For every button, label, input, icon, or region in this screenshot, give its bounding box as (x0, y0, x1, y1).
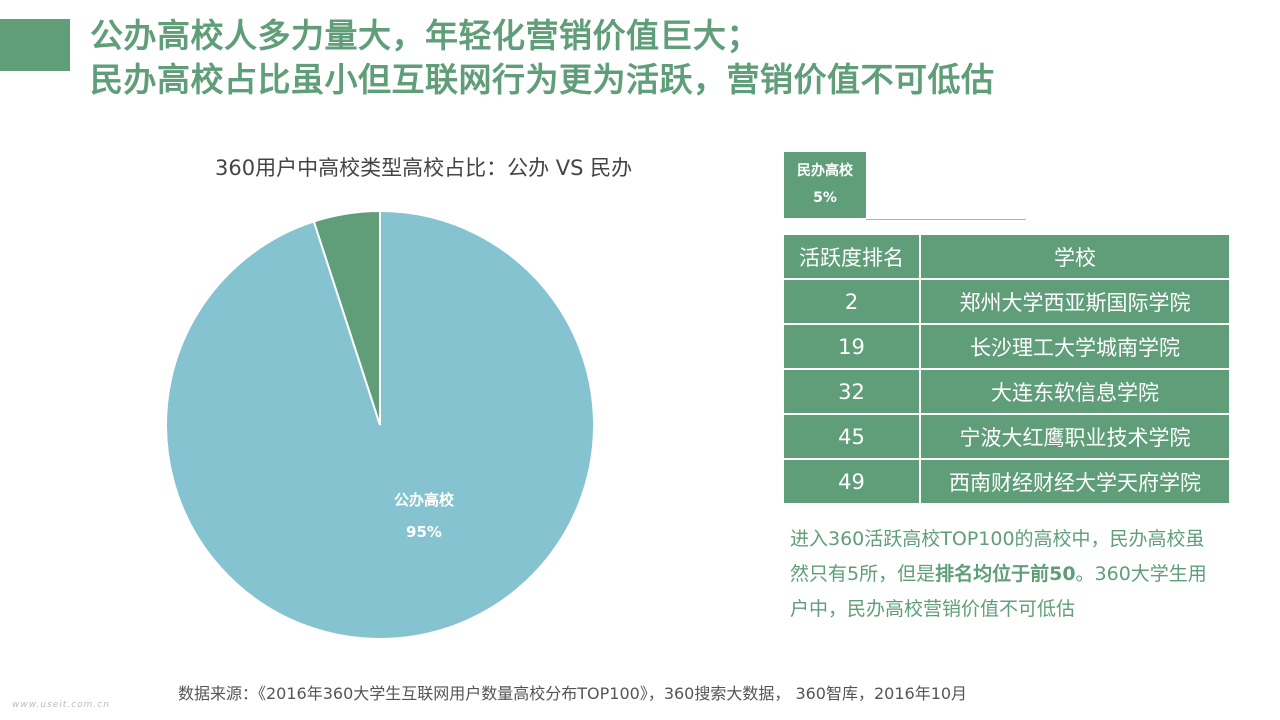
pie-label-name: 公办高校 (394, 491, 455, 509)
title-accent-bar (0, 19, 70, 71)
header-school: 学校 (919, 233, 1231, 280)
private-callout-name: 民办高校 (797, 163, 853, 179)
rank-cell: 45 (782, 413, 921, 460)
data-source: 数据来源：《2016年360大学生互联网用户数量高校分布TOP100》，360搜… (178, 684, 968, 703)
note-text-2: 。360大学生用户中，民办高校营销价值不可低估 (790, 563, 1207, 620)
table-row: 2 郑州大学西亚斯国际学院 (782, 278, 1231, 325)
rank-cell: 32 (782, 368, 921, 415)
rank-cell: 19 (782, 323, 921, 370)
school-cell: 郑州大学西亚斯国际学院 (919, 278, 1231, 325)
school-cell: 宁波大红鹰职业技术学院 (919, 413, 1231, 460)
table-row: 45 宁波大红鹰职业技术学院 (782, 413, 1231, 460)
title-line-1: 公办高校人多力量大，年轻化营销价值巨大； (90, 16, 760, 55)
chart-title: 360用户中高校类型高校占比：公办 VS 民办 (215, 156, 633, 180)
pie-label-value: 95% (406, 523, 442, 541)
table-header-row: 活跃度排名 学校 (782, 233, 1231, 280)
callout-leader-line (866, 219, 1026, 220)
page-title: 公办高校人多力量大，年轻化营销价值巨大； 民办高校占比虽小但互联网行为更为活跃，… (90, 14, 1250, 102)
table-row: 32 大连东软信息学院 (782, 368, 1231, 415)
school-cell: 西南财经财经大学天府学院 (919, 458, 1231, 505)
note-highlight: 排名均位于前50 (935, 563, 1076, 585)
header-rank: 活跃度排名 (782, 233, 921, 280)
pie-chart: 公办高校 95% (165, 209, 595, 640)
table-row: 49 西南财经财经大学天府学院 (782, 458, 1231, 505)
summary-note: 进入360活跃高校TOP100的高校中，民办高校虽然只有5所，但是排名均位于前5… (790, 522, 1220, 627)
watermark: www.useit.com.cn (12, 700, 110, 710)
rank-cell: 2 (782, 278, 921, 325)
private-callout: 民办高校 5% (784, 152, 866, 218)
school-cell: 长沙理工大学城南学院 (919, 323, 1231, 370)
note-text-1: 进入360活跃高校TOP100的高校中，民办高校虽然只有5所，但是 (790, 528, 1205, 585)
pie-slice-1 (312, 209, 381, 426)
ranking-table: 活跃度排名 学校 2 郑州大学西亚斯国际学院 19 长沙理工大学城南学院 32 … (782, 233, 1231, 505)
school-cell: 大连东软信息学院 (919, 368, 1231, 415)
private-callout-value: 5% (813, 190, 837, 206)
rank-cell: 49 (782, 458, 921, 505)
title-line-2: 民办高校占比虽小但互联网行为更为活跃，营销价值不可低估 (90, 60, 995, 99)
table-row: 19 长沙理工大学城南学院 (782, 323, 1231, 370)
